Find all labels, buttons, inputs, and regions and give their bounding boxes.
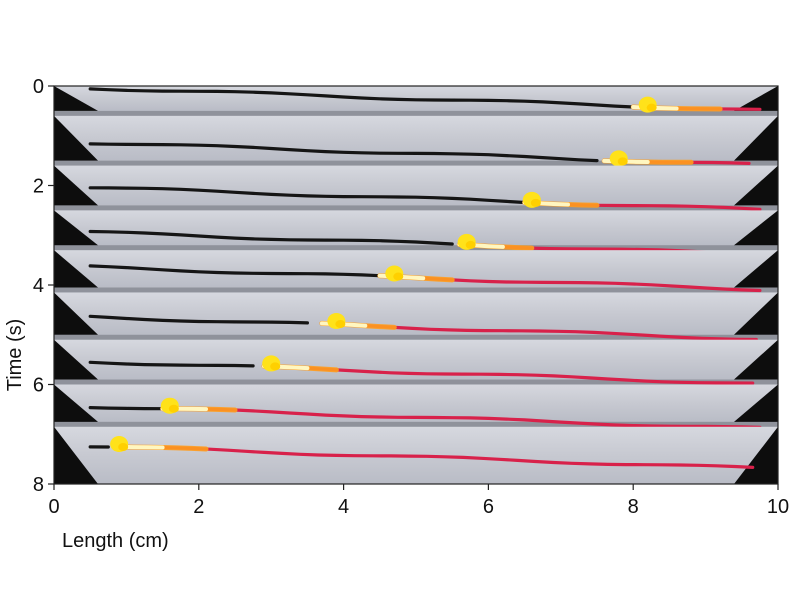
frame-6 [54, 339, 778, 385]
frame-4 [54, 250, 778, 293]
x-tick-label: 0 [48, 496, 59, 518]
fiber-unburned [88, 264, 382, 278]
flame-core [617, 157, 628, 166]
x-tick-label: 8 [628, 496, 639, 518]
frame-8 [54, 426, 778, 484]
frame-7 [54, 384, 778, 429]
flame-core [465, 240, 476, 249]
clamp-left [54, 339, 98, 380]
clamp-right [734, 115, 778, 161]
frame-3 [54, 210, 778, 257]
clamp-left [54, 250, 98, 288]
clamp-left [54, 426, 98, 484]
fiber-burned [117, 445, 755, 469]
fiber-unburned [88, 142, 599, 163]
x-tick-label: 4 [338, 496, 349, 518]
fiber-unburned [88, 406, 165, 411]
fiber-unburned [88, 186, 527, 205]
flame-core [270, 362, 281, 371]
x-axis-label: Length (cm) [62, 530, 169, 552]
flame-core [393, 272, 404, 281]
frame-2 [54, 165, 778, 211]
clamp-right [734, 86, 778, 111]
clamp-left [54, 210, 98, 246]
flame-core [646, 103, 657, 112]
clamp-left [54, 384, 98, 422]
x-tick-label: 10 [767, 496, 789, 518]
paper-strip [54, 250, 778, 288]
clamp-right [734, 250, 778, 288]
clamp-left [54, 292, 98, 335]
fiber-unburned [88, 360, 255, 368]
y-tick-label: 8 [33, 474, 44, 496]
fiber-burned [262, 364, 755, 385]
clamp-right [734, 292, 778, 335]
flame-core [118, 443, 129, 452]
clamp-left [54, 165, 98, 206]
y-tick-label: 0 [33, 76, 44, 98]
clamp-right [734, 165, 778, 206]
fiber-unburned [88, 87, 635, 109]
clamp-left [54, 115, 98, 161]
x-tick-label: 6 [483, 496, 494, 518]
frame-1 [54, 115, 778, 167]
fiber-burned [161, 407, 762, 429]
chart-marks [54, 86, 778, 484]
frame-0 [54, 86, 778, 113]
clamp-right [734, 339, 778, 380]
paper-strip [54, 165, 778, 206]
paper-strip [54, 210, 778, 246]
fiber-unburned [88, 314, 309, 325]
axes: 0 2 4 6 8 10 0 2 4 6 8 [33, 76, 789, 518]
clamp-right [734, 210, 778, 246]
flame-core [168, 404, 179, 413]
y-tick-label: 6 [33, 375, 44, 397]
clamp-left [54, 86, 98, 111]
fiber-unburned [88, 229, 454, 246]
flame-core [530, 198, 541, 207]
flame-core [335, 320, 346, 329]
clamp-right [734, 426, 778, 484]
x-tick-label: 2 [193, 496, 204, 518]
y-tick-label: 2 [33, 176, 44, 198]
frame-5 [54, 292, 778, 342]
y-tick-label: 4 [33, 275, 44, 297]
y-axis-label: Time (s) [4, 319, 26, 392]
clamp-right [734, 384, 778, 422]
